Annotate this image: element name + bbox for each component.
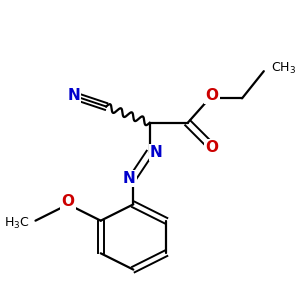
Text: N: N xyxy=(67,88,80,103)
Text: H$_3$C: H$_3$C xyxy=(4,216,30,231)
Text: N: N xyxy=(150,145,163,160)
Text: O: O xyxy=(206,140,219,155)
Text: O: O xyxy=(61,194,75,209)
Text: O: O xyxy=(206,88,219,103)
Text: N: N xyxy=(123,171,136,186)
Text: CH$_3$: CH$_3$ xyxy=(271,61,296,76)
